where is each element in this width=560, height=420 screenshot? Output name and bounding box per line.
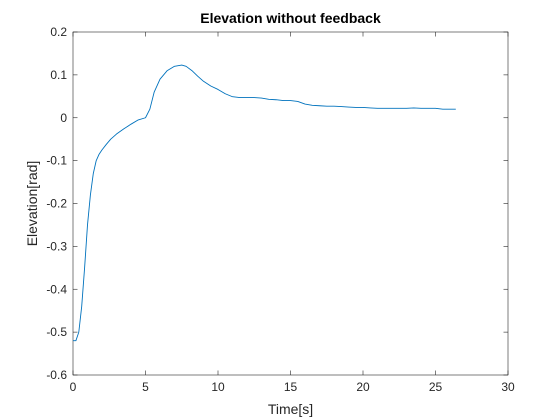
y-tick-label: -0.4 [46,282,67,296]
y-tick-label: -0.1 [46,154,67,168]
tick-labels: 0 5 10 15 20 25 30 -0.6 -0.5 -0.4 -0.3 -0.2 -0.1 0 0.1… [46,25,515,394]
x-tick-label: 15 [284,380,298,394]
x-tick-label: 0 [70,380,77,394]
y-tick-label: 0 [60,111,67,125]
y-axis-label: Elevation[rad] [24,161,40,247]
x-axis-label: Time[s] [268,401,313,417]
series-lines [73,64,456,342]
chart-title: Elevation without feedback [200,10,381,26]
axis-ticks [72,31,509,376]
plot-area [72,31,509,376]
x-tick-label: 10 [211,380,225,394]
y-tick-label: -0.5 [46,325,67,339]
y-tick-label: 0.2 [50,25,67,39]
x-tick-label: 20 [356,380,370,394]
y-tick-label: -0.3 [46,239,67,253]
y-tick-label: 0.1 [50,68,67,82]
x-tick-label: 5 [142,380,149,394]
x-tick-label: 30 [501,380,515,394]
y-tick-label: -0.2 [46,197,67,211]
x-tick-label: 25 [429,380,443,394]
y-tick-label: -0.6 [46,368,67,382]
series-line-1 [73,64,456,342]
